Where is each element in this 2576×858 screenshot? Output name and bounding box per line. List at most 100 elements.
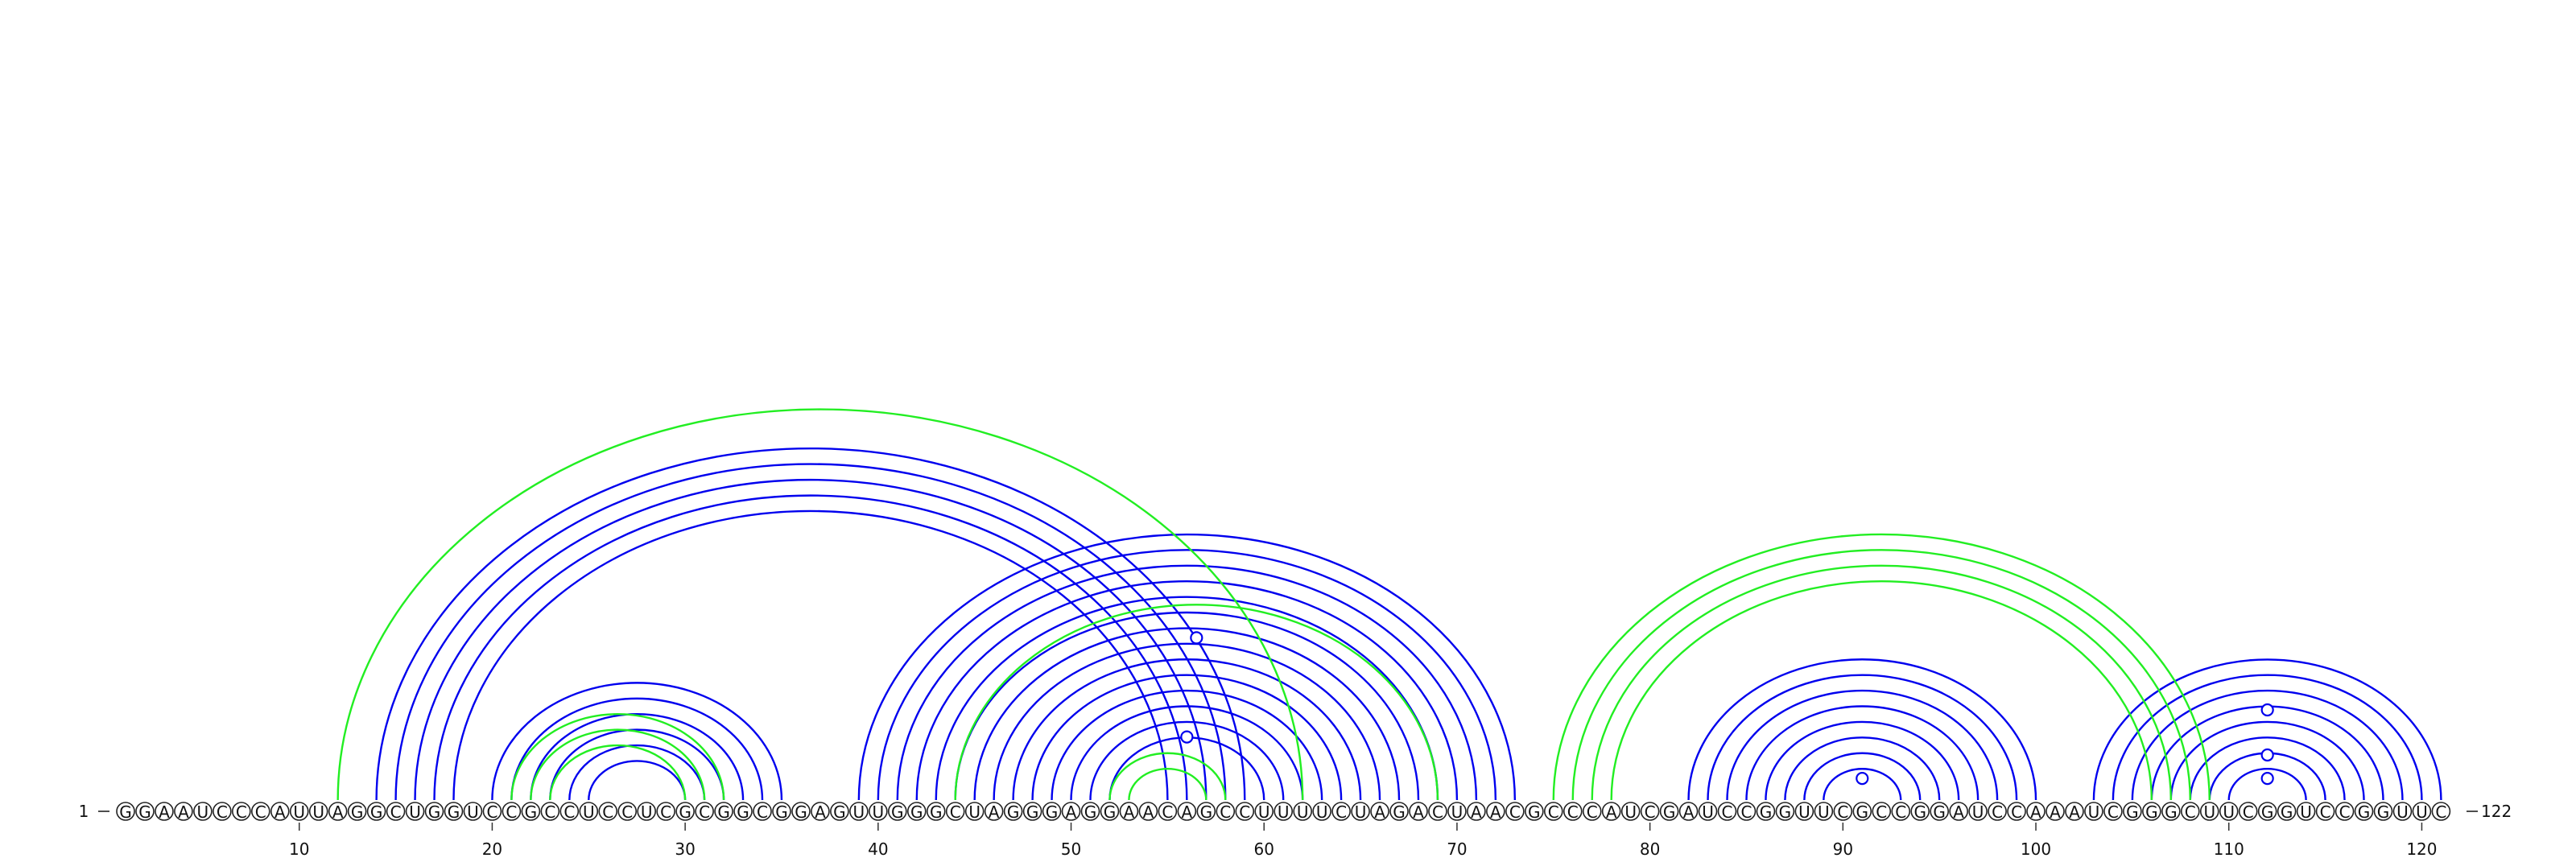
nucleotide-circle-104 (2103, 802, 2123, 821)
nucleotide-circle-48 (1022, 802, 1042, 821)
nucleotide-letter-104: C (2107, 802, 2119, 822)
nucleotide-letter-69: C (1432, 802, 1443, 822)
tick-label-20: 20 (482, 839, 502, 858)
nucleotide-letter-6: C (217, 802, 228, 822)
nucleotide-letter-33: G (737, 802, 749, 822)
nucleotide-letter-35: G (775, 802, 788, 822)
nucleotide-circle-111 (2238, 802, 2258, 821)
arc-blue-47-65 (1012, 658, 1362, 801)
nucleotide-circle-4 (174, 802, 193, 821)
nucleotide-circle-52 (1100, 802, 1120, 821)
nucleotide-circle-60 (1254, 802, 1274, 821)
nucleotide-circle-107 (2161, 802, 2181, 821)
nucleotide-letter-24: C (564, 802, 575, 822)
nucleotide-letter-82: A (1683, 802, 1695, 822)
nucleotide-circle-63 (1312, 802, 1331, 821)
arcs-layer (336, 408, 2442, 801)
nucleotide-circle-53 (1119, 802, 1139, 821)
nucleotide-circle-74 (1525, 802, 1544, 821)
arc-blue-50-62 (1070, 705, 1304, 801)
tick-label-120: 120 (2406, 839, 2437, 858)
nucleotide-letter-52: G (1104, 802, 1117, 822)
nucleotide-circle-29 (656, 802, 675, 821)
nucleotide-letter-13: G (351, 802, 364, 822)
nucleotide-circle-82 (1678, 802, 1699, 821)
nucleotide-circle-65 (1351, 802, 1370, 821)
arc-blue-22-33 (530, 713, 745, 801)
nucleotide-letter-72: A (1490, 802, 1501, 822)
nucleotide-letter-102: A (2069, 802, 2080, 822)
nucleotide-letter-114: U (2300, 802, 2312, 822)
tick-label-90: 90 (1833, 839, 1853, 858)
nucleotide-letter-49: G (1046, 802, 1059, 822)
nucleotide-circle-57 (1196, 802, 1216, 821)
nucleotide-circle-120 (2412, 802, 2432, 821)
arc-node-5 (2260, 748, 2274, 762)
nucleotide-letter-80: C (1645, 802, 1656, 822)
nucleotide-circle-95 (1930, 802, 1949, 821)
nucleotide-letter-58: C (1220, 802, 1231, 822)
arc-green-21-32 (510, 713, 725, 801)
nucleotide-letter-60: U (1258, 802, 1270, 822)
nucleotide-letter-84: C (1722, 802, 1733, 822)
nucleotide-letter-37: A (815, 802, 826, 822)
nucleotide-circle-64 (1331, 802, 1351, 821)
nucleotide-circle-40 (869, 802, 888, 821)
nucleotide-circle-35 (772, 802, 791, 821)
nucleotide-letter-34: C (757, 802, 768, 822)
nucleotide-letter-89: U (1818, 802, 1830, 822)
arc-blue-42-70 (915, 580, 1459, 801)
nucleotide-letter-85: C (1740, 802, 1752, 822)
arc-blue-104-120 (2112, 674, 2423, 801)
nucleotide-circle-19 (463, 802, 483, 821)
nucleotide-circle-86 (1756, 802, 1776, 821)
nucleotide-letter-71: A (1471, 802, 1482, 822)
nucleotide-letter-50: A (1066, 802, 1077, 822)
arc-blue-45-67 (973, 627, 1401, 801)
nucleotide-letter-98: C (1992, 802, 2003, 822)
nucleotide-letter-18: G (448, 802, 460, 822)
nucleotide-circle-21 (502, 802, 522, 821)
nucleotide-circle-58 (1216, 802, 1236, 821)
nucleotide-circle-105 (2123, 802, 2142, 821)
nucleotide-letter-101: A (2050, 802, 2061, 822)
nucleotide-letter-63: U (1316, 802, 1328, 822)
nucleotide-letter-70: U (1451, 802, 1463, 822)
arc-node-4 (2260, 703, 2274, 717)
nucleotide-circle-90 (1833, 802, 1853, 821)
nucleotide-letter-83: U (1702, 802, 1714, 822)
nucleotide-circle-39 (849, 802, 869, 821)
arc-green-78-106 (1610, 580, 2153, 801)
nucleotide-letter-57: G (1200, 802, 1213, 822)
nucleotide-circle-56 (1177, 802, 1197, 821)
arc-blue-20-35 (491, 682, 783, 801)
nucleotide-circle-34 (753, 802, 772, 821)
nucleotide-circle-115 (2315, 802, 2335, 821)
nucleotide-letter-109: U (2203, 802, 2215, 822)
nucleotide-letter-88: U (1798, 802, 1810, 822)
arc-blue-16-57 (414, 478, 1208, 801)
arc-blue-88-94 (1803, 752, 1922, 801)
nucleotide-circle-114 (2296, 802, 2316, 821)
nucleotide-circle-61 (1274, 802, 1293, 821)
nucleotide-letter-116: C (2339, 802, 2351, 822)
arc-blue-86-96 (1765, 720, 1960, 801)
nucleotide-letter-121: C (2435, 802, 2446, 822)
nucleotide-letter-31: C (699, 802, 710, 822)
nucleotide-letter-15: C (390, 802, 402, 822)
nucleotide-letter-103: U (2088, 802, 2100, 822)
nucleotide-circle-97 (1968, 802, 1988, 821)
nucleotide-circle-98 (1988, 802, 2007, 821)
nucleotide-letter-77: C (1587, 802, 1598, 822)
nucleotide-circle-1 (116, 802, 135, 821)
tick-label-10: 10 (289, 839, 309, 858)
nucleotide-letter-1: G (119, 802, 132, 822)
nucleotide-letter-53: A (1124, 802, 1135, 822)
nucleotide-letter-5: U (197, 802, 209, 822)
nucleotide-letter-30: G (679, 802, 691, 822)
arc-green-22-31 (530, 728, 706, 801)
nucleotide-circle-69 (1428, 802, 1447, 821)
nucleotide-letter-56: A (1182, 802, 1193, 822)
nucleotide-letter-76: C (1567, 802, 1579, 822)
